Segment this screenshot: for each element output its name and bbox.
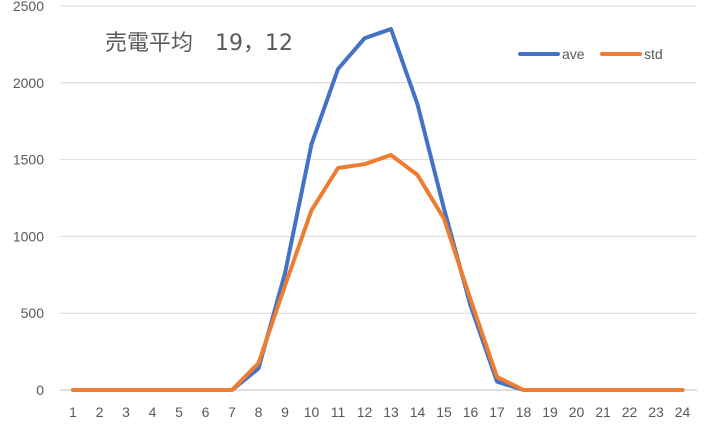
x-tick-label: 6 <box>202 404 210 420</box>
x-tick-label: 24 <box>675 404 691 420</box>
x-tick-label: 3 <box>122 404 130 420</box>
legend-label-ave: ave <box>562 46 585 62</box>
y-axis-ticks: 0 500 1000 1500 2000 2500 <box>13 0 44 398</box>
x-tick-label: 11 <box>331 404 346 420</box>
legend: ave std <box>518 46 663 62</box>
x-tick-label: 7 <box>228 404 236 420</box>
series-line-std <box>71 153 685 392</box>
gridlines <box>60 5 697 391</box>
x-tick-label: 10 <box>304 404 320 420</box>
x-tick-label: 22 <box>622 404 638 420</box>
series-lines <box>71 27 685 392</box>
x-tick-label: 4 <box>149 404 157 420</box>
x-tick-label: 1 <box>69 404 77 420</box>
x-tick-label: 20 <box>569 404 585 420</box>
x-tick-label: 5 <box>175 404 183 420</box>
x-tick-label: 18 <box>516 404 532 420</box>
x-tick-label: 14 <box>410 404 426 420</box>
y-tick-label: 0 <box>36 382 44 398</box>
legend-label-std: std <box>644 46 663 62</box>
x-tick-label: 2 <box>96 404 104 420</box>
chart-title: 売電平均 19，12 <box>105 31 293 56</box>
x-axis-ticks: 1 2 3 4 5 6 7 8 9 10 11 12 13 14 15 16 17 18 19 20 21 22 23 24 <box>69 404 690 420</box>
y-tick-label: 2500 <box>13 0 44 14</box>
x-tick-label: 13 <box>383 404 399 420</box>
x-tick-label: 19 <box>542 404 558 420</box>
x-tick-label: 15 <box>436 404 452 420</box>
y-tick-label: 1500 <box>13 152 44 168</box>
x-tick-label: 23 <box>648 404 664 420</box>
x-tick-label: 8 <box>255 404 263 420</box>
x-tick-label: 17 <box>489 404 505 420</box>
x-tick-label: 12 <box>357 404 373 420</box>
y-tick-label: 1000 <box>13 228 44 244</box>
x-tick-label: 16 <box>463 404 479 420</box>
x-tick-label: 21 <box>595 404 611 420</box>
y-tick-label: 2000 <box>13 75 44 91</box>
x-tick-label: 9 <box>281 404 289 420</box>
y-tick-label: 500 <box>21 305 45 321</box>
